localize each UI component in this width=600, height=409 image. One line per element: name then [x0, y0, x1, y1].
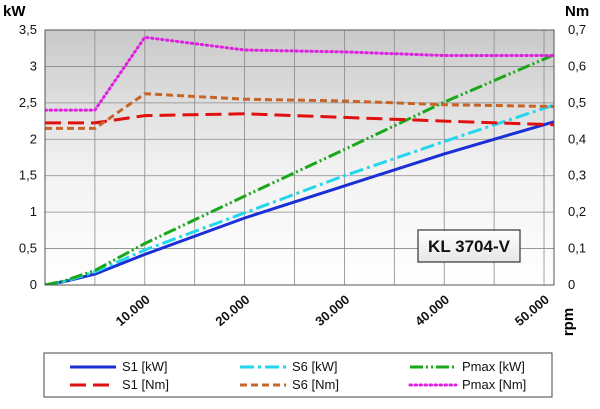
legend-label: S6 [Nm]: [292, 377, 339, 392]
y-right-ticks: 0 0,1 0,2 0,3 0,4 0,5 0,6 0,7: [568, 22, 586, 292]
x-tick-label: 50.000: [512, 292, 552, 329]
x-tick-label: 30.000: [312, 292, 352, 329]
legend: S1 [kW] S6 [kW] Pmax [kW] S1 [Nm] S6 [Nm] Pma…: [43, 352, 553, 398]
model-label: KL 3704-V: [428, 237, 511, 256]
series-line-s1-nm: [45, 112, 554, 127]
grid: [45, 30, 554, 285]
y-right-tick-label: 0,4: [568, 131, 586, 146]
series-line-s6-nm: [45, 92, 554, 130]
y-left-tick-label: 3,5: [19, 22, 37, 37]
legend-label: Pmax [Nm]: [462, 377, 526, 392]
series-layer: [45, 35, 554, 285]
series-line-pmax-kw: [45, 53, 554, 285]
y-left-tick-label: 0,5: [19, 241, 37, 256]
y-left-ticks: 0 0,5 1 1,5 2 2,5 3 3,5: [19, 22, 37, 292]
y-left-unit: kW: [3, 3, 26, 20]
y-left-tick-label: 3: [30, 58, 37, 73]
y-right-tick-label: 0,7: [568, 22, 586, 37]
y-left-tick-label: 1: [30, 204, 37, 219]
y-left-tick-label: 1,5: [19, 168, 37, 183]
x-unit: rpm: [560, 308, 577, 336]
x-tick-label: 40.000: [412, 292, 452, 329]
legend-label: S6 [kW]: [292, 359, 338, 374]
y-right-unit: Nm: [565, 3, 589, 20]
y-left-tick-label: 0: [30, 277, 37, 292]
y-left-tick-label: 2: [30, 131, 37, 146]
x-ticks: 10.000 20.000 30.000 40.000 50.000: [113, 292, 552, 329]
x-tick-label: 20.000: [212, 292, 252, 329]
y-right-tick-label: 0,1: [568, 241, 586, 256]
model-label-box: KL 3704-V: [417, 229, 521, 263]
legend-label: S1 [Nm]: [122, 377, 169, 392]
y-right-tick-label: 0,5: [568, 95, 586, 110]
legend-label: Pmax [kW]: [462, 359, 525, 374]
series-line-s6-kw: [45, 103, 554, 285]
series-line-pmax-nm: [45, 35, 554, 112]
y-right-tick-label: 0,2: [568, 204, 586, 219]
plot-border: [44, 29, 555, 286]
legend-label: S1 [kW]: [122, 359, 168, 374]
y-left-tick-label: 2,5: [19, 95, 37, 110]
x-tick-label: 10.000: [113, 292, 153, 329]
y-right-tick-label: 0,3: [568, 168, 586, 183]
y-right-tick-label: 0,6: [568, 58, 586, 73]
y-right-tick-label: 0: [568, 277, 575, 292]
